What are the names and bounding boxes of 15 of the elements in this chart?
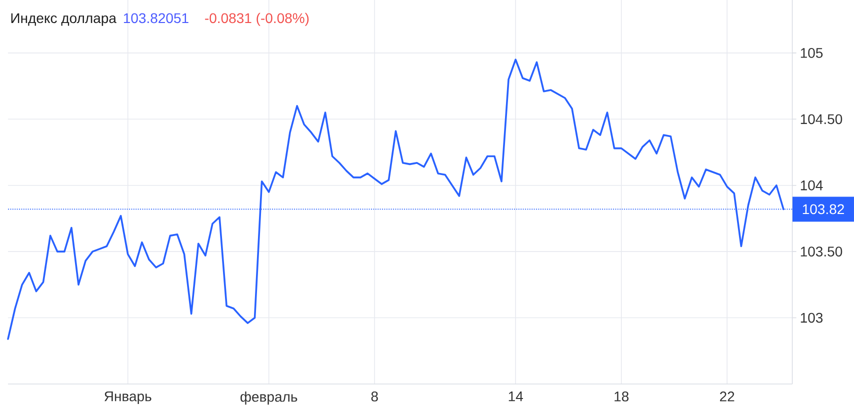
text: Индекс доллара bbox=[11, 13, 116, 26]
x-tick-label: февраль bbox=[240, 392, 298, 405]
x-tick-label: Январь bbox=[104, 392, 152, 404]
x-tick-label: 14 bbox=[508, 392, 523, 402]
y-tick-label: 104.50 bbox=[800, 114, 842, 124]
x-tick-label: 18 bbox=[614, 392, 629, 402]
annotation: -0.0831 (-0.08%) bbox=[205, 12, 309, 26]
y-tick-label: 103.50 bbox=[800, 246, 842, 257]
y-tick-label: 103 bbox=[800, 312, 823, 323]
x-tick-label: 22 bbox=[720, 392, 734, 402]
x-tick-label: 8 bbox=[371, 392, 378, 402]
y-tick-label: 104 bbox=[800, 180, 823, 190]
y-tick-label: 105 bbox=[800, 48, 823, 58]
annotation: 103.82051 bbox=[124, 13, 188, 24]
ref-line-label: 103.82 bbox=[802, 204, 844, 214]
